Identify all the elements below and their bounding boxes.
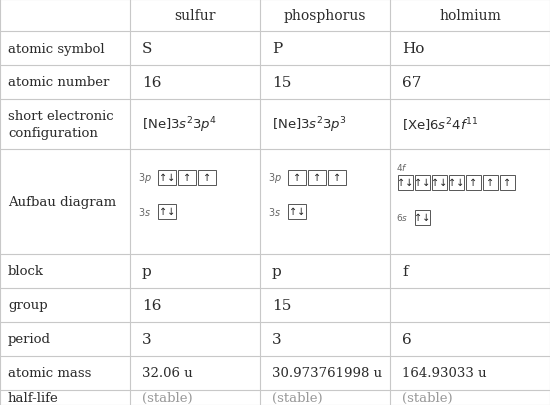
Bar: [158, 170, 176, 185]
Text: 164.93033 u: 164.93033 u: [402, 367, 487, 379]
Text: ↑: ↑: [313, 173, 321, 183]
Text: period: period: [8, 333, 51, 345]
Text: $4f$: $4f$: [396, 162, 408, 173]
Text: 32.06 u: 32.06 u: [142, 367, 192, 379]
Text: (stable): (stable): [142, 391, 192, 404]
Text: ↑↓: ↑↓: [431, 177, 448, 188]
Text: short electronic: short electronic: [8, 110, 114, 123]
Text: 30.973761998 u: 30.973761998 u: [272, 367, 382, 379]
Text: half-life: half-life: [8, 391, 59, 404]
Text: block: block: [8, 265, 44, 278]
Text: S: S: [142, 42, 152, 56]
Bar: [415, 175, 430, 190]
Text: 16: 16: [142, 298, 162, 312]
Text: atomic number: atomic number: [8, 76, 109, 89]
Text: phosphorus: phosphorus: [284, 9, 366, 23]
Text: $3p$: $3p$: [138, 171, 152, 185]
Bar: [483, 175, 498, 190]
Text: 3: 3: [272, 332, 282, 346]
Text: $3s$: $3s$: [138, 205, 151, 217]
Text: holmium: holmium: [439, 9, 501, 23]
Bar: [500, 175, 515, 190]
Bar: [466, 175, 481, 190]
Text: ↑↓: ↑↓: [414, 177, 431, 188]
Text: $\mathregular{[Ne]3}s^2\mathregular{3}p^3$: $\mathregular{[Ne]3}s^2\mathregular{3}p^…: [272, 115, 347, 134]
Text: atomic mass: atomic mass: [8, 367, 91, 379]
Text: sulfur: sulfur: [174, 9, 216, 23]
Text: ↑↓: ↑↓: [448, 177, 465, 188]
Text: ↑↓: ↑↓: [414, 213, 431, 222]
Bar: [308, 170, 326, 185]
Text: 67: 67: [402, 76, 421, 90]
Bar: [288, 170, 306, 185]
Text: ↑: ↑: [486, 177, 494, 188]
Text: 16: 16: [142, 76, 162, 90]
Text: (stable): (stable): [272, 391, 323, 404]
Text: 3: 3: [142, 332, 152, 346]
Text: Aufbau diagram: Aufbau diagram: [8, 196, 116, 209]
Text: $6s$: $6s$: [396, 212, 408, 223]
Bar: [432, 175, 447, 190]
Text: ↑: ↑: [470, 177, 477, 188]
Text: $\mathregular{[Xe]6}s^2\mathregular{4}f^{11}$: $\mathregular{[Xe]6}s^2\mathregular{4}f^…: [402, 116, 478, 133]
Bar: [288, 204, 306, 219]
Text: 15: 15: [272, 76, 292, 90]
Text: ↑↓: ↑↓: [159, 207, 175, 216]
Text: ↑: ↑: [293, 173, 301, 183]
Text: p: p: [272, 264, 282, 278]
Text: P: P: [272, 42, 282, 56]
Bar: [328, 170, 346, 185]
Text: ↑: ↑: [333, 173, 341, 183]
Text: ↑↓: ↑↓: [289, 207, 305, 216]
Text: atomic symbol: atomic symbol: [8, 43, 104, 55]
Text: 6: 6: [402, 332, 412, 346]
Bar: [449, 175, 464, 190]
Bar: [198, 170, 216, 185]
Text: f: f: [402, 264, 408, 278]
Text: $3s$: $3s$: [268, 205, 281, 217]
Text: $3p$: $3p$: [268, 171, 282, 185]
Text: configuration: configuration: [8, 126, 98, 139]
Text: p: p: [142, 264, 152, 278]
Text: ↑: ↑: [503, 177, 512, 188]
Bar: [158, 204, 176, 219]
Bar: [178, 170, 196, 185]
Bar: [398, 175, 413, 190]
Bar: [415, 210, 430, 225]
Text: ↑: ↑: [203, 173, 211, 183]
Text: Ho: Ho: [402, 42, 425, 56]
Text: ↑↓: ↑↓: [159, 173, 175, 183]
Text: ↑↓: ↑↓: [397, 177, 414, 188]
Text: 15: 15: [272, 298, 292, 312]
Text: group: group: [8, 299, 48, 312]
Text: (stable): (stable): [402, 391, 453, 404]
Text: $\mathregular{[Ne]3}s^2\mathregular{3}p^4$: $\mathregular{[Ne]3}s^2\mathregular{3}p^…: [142, 115, 217, 134]
Text: ↑: ↑: [183, 173, 191, 183]
